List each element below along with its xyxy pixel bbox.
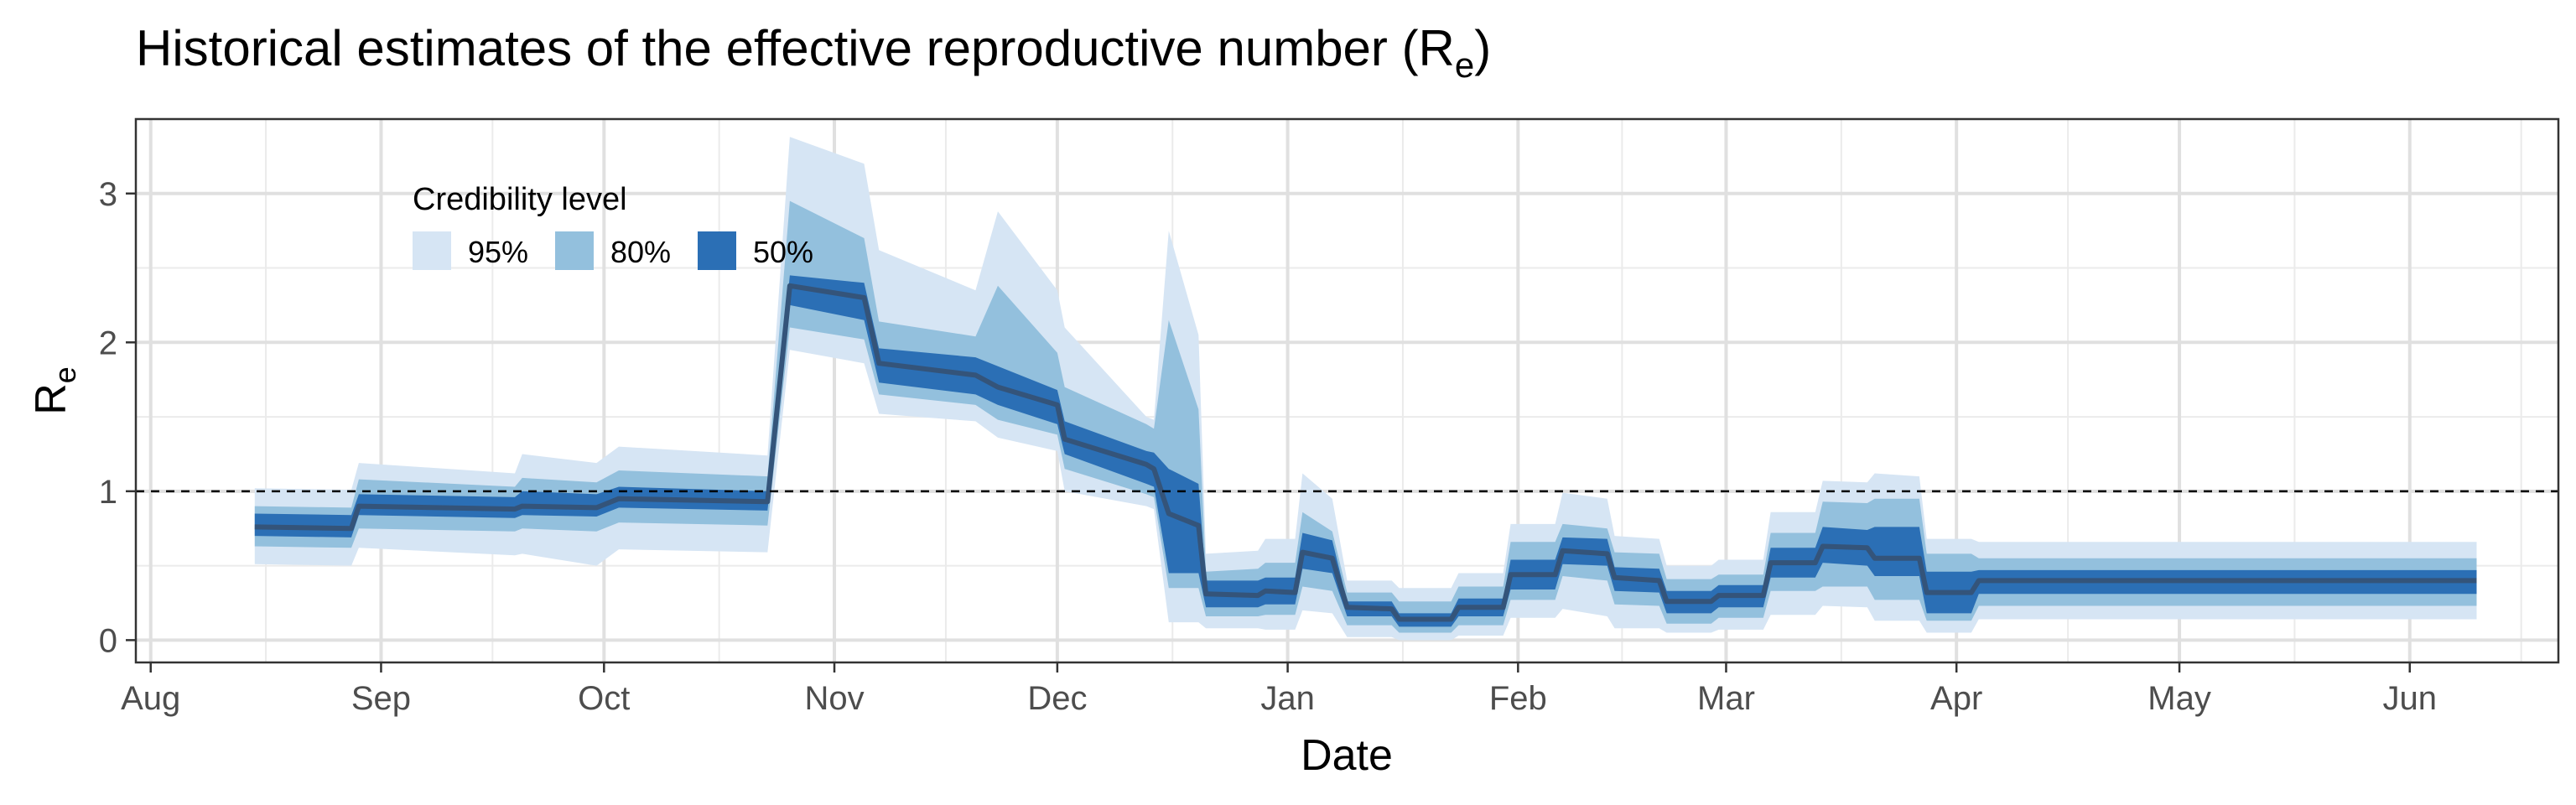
chart-title-main: Historical estimates of the effective re… xyxy=(136,20,1455,76)
legend-title: Credibility level xyxy=(413,182,627,217)
band-50 xyxy=(254,275,2477,627)
y-axis-label-main: R xyxy=(27,383,75,415)
chart-title-suffix: ) xyxy=(1474,20,1491,76)
x-tick-label: Jun xyxy=(2383,680,2438,717)
plot-border xyxy=(134,117,2560,664)
x-tick-label: Mar xyxy=(1697,680,1755,717)
y-tick-label: 3 xyxy=(99,176,117,213)
x-tick-label: Feb xyxy=(1489,680,1547,717)
legend: Credibility level 95% 80% 50% xyxy=(413,182,813,270)
legend-item: 50% xyxy=(698,231,813,270)
y-tick-label: 2 xyxy=(99,325,117,361)
x-axis-label: Date xyxy=(1301,731,1393,780)
legend-label: 95% xyxy=(468,235,528,269)
legend-item: 80% xyxy=(555,231,671,270)
y-axis: 0 1 2 3 xyxy=(99,176,136,659)
x-tick-label: Apr xyxy=(1930,680,1982,717)
x-tick-label: Jan xyxy=(1260,680,1315,717)
legend-label: 80% xyxy=(610,235,671,269)
x-tick-label: Dec xyxy=(1027,680,1087,717)
x-tick-label: Aug xyxy=(121,680,180,717)
chart-title: Historical estimates of the effective re… xyxy=(136,20,1491,85)
chart-title-subscript: e xyxy=(1455,45,1474,85)
y-axis-label-sub: e xyxy=(48,366,82,383)
legend-swatch xyxy=(555,231,594,270)
x-tick-label: Sep xyxy=(351,680,411,717)
legend-item: 95% xyxy=(413,231,528,270)
y-tick-label: 1 xyxy=(99,474,117,511)
legend-swatch xyxy=(413,231,451,270)
y-tick-label: 0 xyxy=(99,622,117,659)
x-axis: Aug Sep Oct Nov Dec Jan Feb Mar Apr May Jun xyxy=(121,662,2437,717)
x-tick-label: Nov xyxy=(804,680,864,717)
x-tick-label: Oct xyxy=(578,680,630,717)
legend-swatch xyxy=(698,231,736,270)
legend-items: 95% 80% 50% xyxy=(413,231,813,270)
median-line xyxy=(254,283,2477,622)
credible-bands xyxy=(254,137,2477,641)
legend-label: 50% xyxy=(753,235,813,269)
y-axis-label: Re xyxy=(27,366,82,415)
x-tick-label: May xyxy=(2148,680,2211,717)
